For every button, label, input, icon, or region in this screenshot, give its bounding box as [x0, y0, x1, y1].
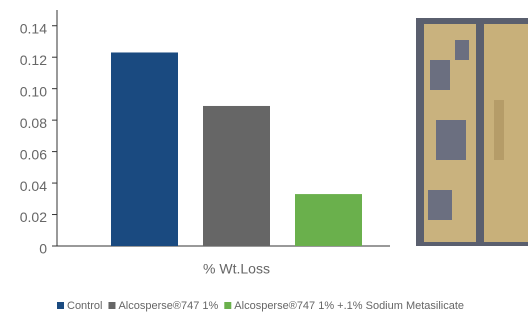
y-tick-label: 0.02: [20, 209, 47, 225]
y-tick-label: 0.10: [20, 83, 47, 99]
y-tick-label: 0.06: [20, 146, 47, 162]
chart: 0 0.02 0.04 0.06 0.08 0.10 0.12 0.14 % Wt.Loss Co…: [0, 0, 528, 313]
legend-swatch: [57, 302, 64, 309]
y-tick-label: 0.08: [20, 115, 47, 131]
y-tick-label: 0: [39, 241, 47, 257]
bar: [203, 106, 270, 246]
legend-swatch: [224, 302, 231, 309]
legend-label: Control: [67, 300, 102, 312]
y-tick-label: 0.12: [20, 52, 47, 68]
legend-label: Alcosperse®747 1%: [118, 300, 218, 312]
page: {"chart_data": {"type": "bar", "categori…: [0, 0, 528, 313]
photo: [416, 18, 528, 246]
y-tick-label: 0.04: [20, 178, 47, 194]
bar: [111, 52, 178, 246]
y-tick-label: 0.14: [20, 20, 47, 36]
legend-label: Alcosperse®747 1% +.1% Sodium Metasilica…: [234, 300, 464, 312]
legend-swatch: [108, 302, 115, 309]
x-tick-label: % Wt.Loss: [203, 261, 270, 277]
bar: [295, 194, 362, 246]
